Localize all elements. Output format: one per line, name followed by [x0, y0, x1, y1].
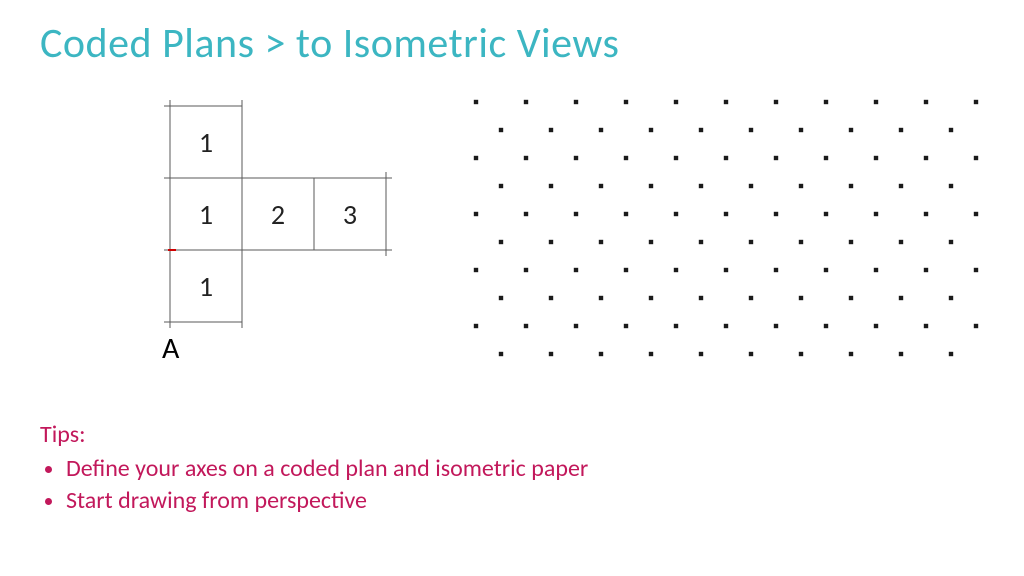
- svg-text:1: 1: [199, 269, 213, 304]
- slide-title: Coded Plans > to Isometric Views: [40, 18, 619, 69]
- svg-text:1: 1: [199, 197, 213, 232]
- svg-text:1: 1: [199, 125, 213, 160]
- svg-text:3: 3: [343, 197, 357, 232]
- tips-section: Tips: Define your axes on a coded plan a…: [40, 420, 588, 518]
- isometric-dot-grid: [470, 96, 1010, 401]
- tips-heading: Tips:: [40, 420, 588, 449]
- coded-plan-corner-label: A: [162, 330, 179, 367]
- coded-plan-diagram: 1 1 2 3 1: [160, 100, 420, 360]
- svg-text:2: 2: [271, 197, 285, 232]
- tips-list-item: Start drawing from perspective: [66, 485, 588, 517]
- tips-list: Define your axes on a coded plan and iso…: [40, 453, 588, 518]
- tips-list-item: Define your axes on a coded plan and iso…: [66, 453, 588, 485]
